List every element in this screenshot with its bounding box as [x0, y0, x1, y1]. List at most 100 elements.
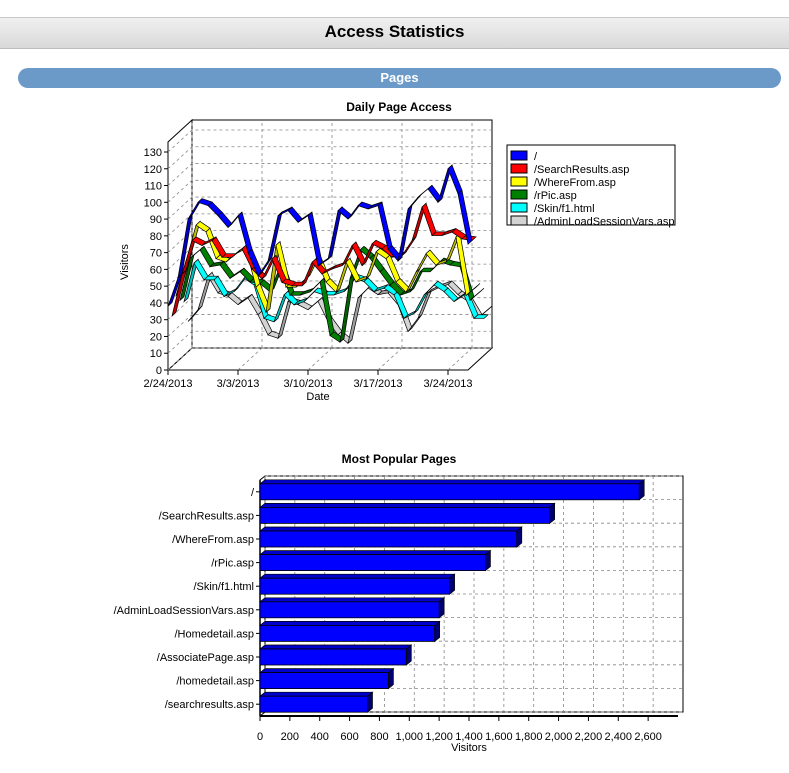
- bar: [259, 601, 440, 619]
- bar-top: [259, 691, 374, 697]
- x-tick-label: 3/10/2013: [284, 378, 333, 390]
- y-tick-label: 70: [150, 248, 162, 260]
- bar-side: [434, 620, 441, 643]
- x-tick-label: 3/3/2013: [217, 378, 260, 390]
- legend-box: [506, 144, 676, 226]
- y-tick-label: 10: [150, 348, 162, 360]
- x-axis-label: Visitors: [451, 742, 487, 754]
- y-tick-label: 0: [156, 365, 162, 377]
- category-label: /homedetail.asp: [176, 676, 254, 688]
- y-gridline: [167, 179, 492, 203]
- bar-group: [259, 526, 523, 548]
- y-gridline: [167, 146, 492, 170]
- bar: [259, 554, 486, 571]
- x-tick-label: 3/24/2013: [424, 378, 473, 390]
- y-tick-label: 90: [150, 214, 162, 226]
- series-segment: [465, 283, 481, 296]
- bar-group: [259, 479, 646, 501]
- y-gridline: [167, 330, 492, 354]
- y-tick-label: 100: [144, 197, 162, 209]
- bar-top: [259, 479, 646, 485]
- legend-swatch: [510, 215, 528, 226]
- bar-side: [516, 526, 523, 548]
- series-ribbon: [167, 163, 473, 307]
- category-label: /AdminLoadSessionVars.asp: [114, 605, 254, 617]
- bar-group: [259, 573, 456, 595]
- bar-side: [638, 479, 645, 501]
- legend-swatch: [510, 202, 528, 213]
- bar-top: [259, 550, 492, 555]
- series-segment: [469, 287, 485, 301]
- bar: [259, 577, 450, 595]
- y-tick-label: 40: [150, 298, 162, 310]
- bar: [259, 624, 436, 642]
- category-label: /rPic.asp: [211, 558, 254, 570]
- bar-top: [259, 526, 523, 532]
- category-label: /: [251, 487, 255, 499]
- x-tick-label: 2,600: [634, 731, 662, 743]
- legend-label: /WhereFrom.asp: [534, 177, 616, 189]
- title-bar: Access Statistics: [0, 17, 789, 49]
- page-title: Access Statistics: [324, 22, 465, 41]
- category-label: /WhereFrom.asp: [172, 534, 254, 546]
- bar-group: [259, 644, 413, 666]
- y-gridline: [167, 163, 492, 186]
- bar-group: [259, 620, 441, 643]
- bar: [259, 648, 407, 666]
- x-tick-label: 1,800: [515, 731, 543, 743]
- x-tick-label: 200: [281, 731, 299, 743]
- legend-swatch: [510, 189, 528, 200]
- x-axis-label: Date: [306, 391, 329, 403]
- bar-side: [449, 573, 455, 595]
- bar-side: [549, 502, 555, 525]
- legend-label: /SearchResults.asp: [534, 164, 629, 176]
- chart-title: Most Popular Pages: [342, 452, 457, 466]
- bar-group: [259, 597, 446, 619]
- bar-top: [259, 644, 413, 650]
- legend-swatch: [510, 176, 528, 187]
- daily-page-access-chart: Daily Page Access 0 10 20 30 40 50 60 70 80 90 100 1…: [119, 100, 676, 403]
- legend-label: /: [534, 151, 538, 163]
- bar-top: [259, 597, 446, 603]
- legend-swatch: [510, 163, 528, 174]
- x-tick-label: 2,200: [575, 731, 603, 743]
- y-tick-label: 130: [144, 147, 162, 159]
- bar-group: [259, 691, 374, 713]
- series-ribbon: [171, 202, 477, 318]
- x-tick-label: 1,400: [455, 731, 483, 743]
- y-gridline: [167, 230, 492, 253]
- x-tick-label: 800: [370, 731, 388, 743]
- bar: [259, 672, 389, 690]
- category-label: /Skin/f1.html: [193, 581, 254, 593]
- x-tick-label: 2,000: [545, 731, 573, 743]
- x-tick-label: 2,400: [605, 731, 633, 743]
- bar-side: [485, 549, 491, 572]
- bar-top: [259, 621, 441, 626]
- y-tick-label: 20: [150, 331, 162, 343]
- legend-swatch: [510, 150, 528, 161]
- x-tick-label: 0: [257, 731, 263, 743]
- bar-side: [405, 644, 412, 666]
- y-axis-label: Visitors: [119, 244, 131, 280]
- y-tick-label: 110: [144, 181, 162, 193]
- bar: [259, 695, 368, 713]
- x-tick-label: 2/24/2013: [144, 378, 193, 390]
- y-tick-label: 120: [144, 164, 162, 176]
- category-label: /searchresults.asp: [165, 699, 254, 711]
- legend-label: /AdminLoadSessionVars.asp: [534, 216, 674, 228]
- series-segment: [473, 314, 489, 319]
- y-tick-label: 80: [150, 231, 162, 243]
- floor: [166, 347, 494, 371]
- bar-group: [259, 502, 556, 525]
- category-label: /Homedetail.asp: [175, 628, 255, 640]
- bar-side: [388, 667, 394, 690]
- legend-label: /rPic.asp: [534, 190, 577, 202]
- bar-group: [259, 667, 395, 690]
- y-tick-label: 60: [150, 264, 162, 276]
- bar-top: [259, 573, 456, 579]
- x-tick-label: 3/17/2013: [354, 378, 403, 390]
- x-tick-label: 400: [311, 731, 329, 743]
- section-header-bar[interactable]: Pages: [18, 68, 781, 88]
- bar-group: [259, 549, 492, 572]
- series-segment: [457, 189, 473, 245]
